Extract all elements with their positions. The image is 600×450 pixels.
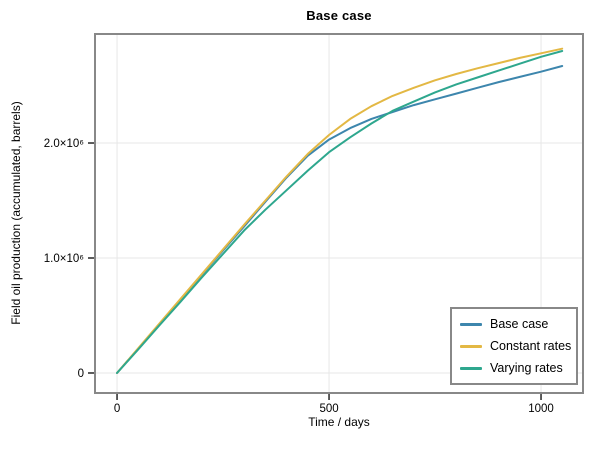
chart-title: Base case	[306, 8, 372, 23]
legend-item: Varying rates	[460, 360, 576, 376]
y-tick-label: 1.0×10⁶	[44, 253, 84, 265]
y-tick-label: 0	[78, 368, 84, 380]
plot-frame	[94, 33, 584, 394]
legend: Base case Constant rates Varying rates	[450, 307, 578, 385]
x-tick-label: 0	[114, 403, 120, 415]
y-tick-label: 2.0×10⁶	[44, 138, 84, 150]
legend-swatch-constant-rates	[460, 344, 482, 348]
legend-swatch-varying-rates	[460, 366, 482, 370]
legend-item: Base case	[460, 316, 576, 332]
x-axis-label: Time / days	[308, 415, 370, 429]
series-line-constant-rates	[116, 47, 564, 374]
legend-label: Base case	[490, 317, 549, 331]
x-tick-label: 1000	[528, 403, 554, 415]
y-axis-label: Field oil production (accumulated, barre…	[9, 101, 23, 325]
x-tick-label: 500	[319, 403, 338, 415]
legend-label: Constant rates	[490, 339, 572, 353]
legend-swatch-base-case	[460, 322, 482, 326]
legend-label: Varying rates	[490, 361, 563, 375]
legend-item: Constant rates	[460, 338, 576, 354]
series-line-varying-rates	[116, 50, 564, 374]
